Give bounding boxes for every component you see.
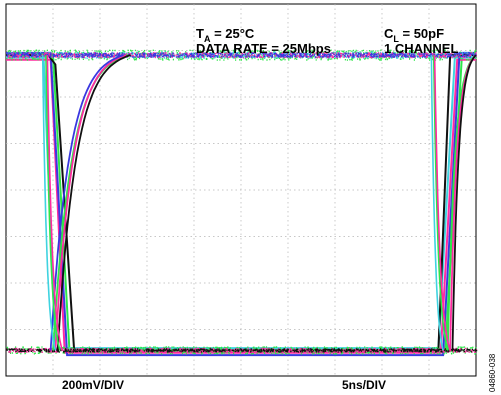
data-rate-label: DATA RATE = 25Mbps (196, 41, 331, 56)
plot-area (6, 4, 477, 376)
figure-id: 04860-038 (488, 353, 497, 392)
channels-label: 1 CHANNEL (384, 41, 458, 56)
horizontal-scale-label: 5ns/DIV (342, 378, 386, 392)
vertical-scale-label: 200mV/DIV (62, 378, 124, 392)
